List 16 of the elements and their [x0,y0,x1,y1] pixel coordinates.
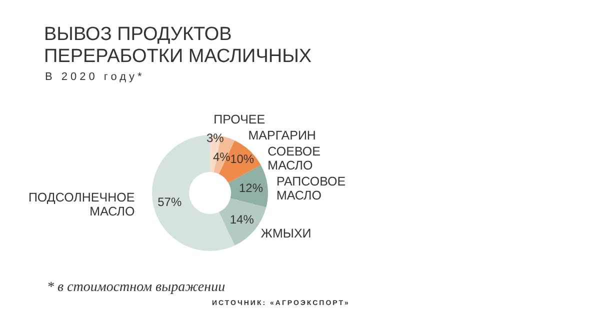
chart-subtitle: В 2020 году* [45,71,145,83]
slice-label: МАРГАРИН [248,128,316,142]
data-label: 10% [230,152,254,166]
slice-label: СОЕВОЕ МАСЛО [268,144,320,172]
chart-title: ВЫВОЗ ПРОДУКТОВ ПЕРЕРАБОТКИ МАСЛИЧНЫХ [44,24,313,68]
slice-label: ПРОЧЕЕ [214,112,266,126]
text: * в стоимостном выражении [47,280,226,296]
slice-label: ЖМЫХИ [260,226,312,241]
data-label: 14% [230,212,254,226]
data-label: 4% [212,150,231,164]
slice-label: ПОДСОЛНЕЧНОЕ МАСЛО [28,190,135,218]
donut-slice [228,165,268,208]
slice-label: РАПСОВОЕ МАСЛО [276,174,346,202]
data-label: 57% [158,195,182,210]
data-label: 3% [206,131,224,146]
data-label: 12% [239,180,264,195]
